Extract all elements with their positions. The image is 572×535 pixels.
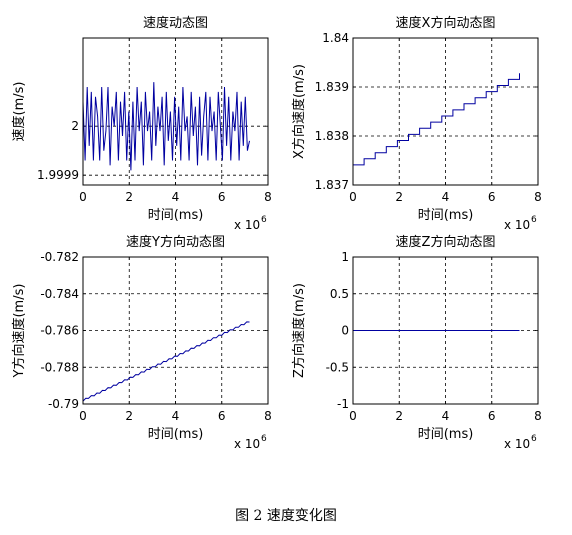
x-tick-label: 8 xyxy=(534,190,542,204)
subplot-3: 0 2 4 6 8 -0.79 -0.788 -0.786 -0.784 -0.782 速度Y方向动… xyxy=(11,234,272,451)
x-exponent-power: 6 xyxy=(261,215,267,225)
chart-title: 速度X方向动态图 xyxy=(396,15,496,31)
y-axis-label: Y方向速度(m/s) xyxy=(11,284,27,379)
chart-title: 速度Z方向动态图 xyxy=(396,234,496,250)
x-tick-label: 6 xyxy=(488,409,496,423)
x-tick-label: 2 xyxy=(125,409,133,423)
x-tick-label: 0 xyxy=(349,190,357,204)
y-tick-label: 1.837 xyxy=(315,178,349,192)
x-tick-label: 4 xyxy=(442,190,450,204)
x-tick-label: 0 xyxy=(79,190,87,204)
axes-frame xyxy=(352,256,539,405)
y-tick-label: -0.788 xyxy=(40,360,79,374)
x-exponent-label: x 10 xyxy=(504,218,530,232)
chart-title: 速度动态图 xyxy=(143,15,208,31)
x-tick-label: 6 xyxy=(218,190,226,204)
y-axis-label: X方向速度(m/s) xyxy=(291,64,307,159)
x-tick-label: 4 xyxy=(442,409,450,423)
y-axis-label: 速度(m/s) xyxy=(11,82,27,142)
axes-frame xyxy=(352,37,539,186)
series-line-1 xyxy=(82,321,250,402)
y-tick-label: -0.79 xyxy=(48,397,79,411)
x-tick-label: 8 xyxy=(534,409,542,423)
x-tick-label: 6 xyxy=(488,190,496,204)
y-tick-label: -1 xyxy=(337,397,349,411)
x-tick-label: 4 xyxy=(172,190,180,204)
y-axis-label: Z方向速度(m/s) xyxy=(291,283,307,378)
x-axis-label: 时间(ms) xyxy=(418,427,474,442)
x-exponent-label: x 10 xyxy=(234,218,260,232)
y-tick-label: 1.839 xyxy=(315,80,349,94)
x-exponent-power: 6 xyxy=(531,215,537,225)
y-tick-label: 0.5 xyxy=(330,287,349,301)
y-tick-label: -0.782 xyxy=(40,250,79,264)
x-tick-label: 2 xyxy=(395,190,403,204)
series-line-1 xyxy=(82,82,250,171)
x-exponent-label: x 10 xyxy=(234,437,260,451)
y-tick-label: -0.784 xyxy=(40,287,79,301)
x-tick-label: 6 xyxy=(218,409,226,423)
y-tick-label: 1.84 xyxy=(322,31,349,45)
x-tick-label: 2 xyxy=(395,409,403,423)
axes-frame xyxy=(82,37,269,186)
y-tick-label: 1 xyxy=(341,250,349,264)
x-axis-label: 时间(ms) xyxy=(148,427,204,442)
series-line-1 xyxy=(353,73,520,166)
y-tick-label: 2 xyxy=(71,119,79,133)
x-tick-label: 0 xyxy=(79,409,87,423)
x-exponent-power: 6 xyxy=(261,434,267,444)
x-tick-label: 4 xyxy=(172,409,180,423)
x-axis-label: 时间(ms) xyxy=(418,208,474,223)
x-exponent-power: 6 xyxy=(531,434,537,444)
x-exponent-label: x 10 xyxy=(504,437,530,451)
y-tick-label: 0 xyxy=(341,324,349,338)
x-axis-label: 时间(ms) xyxy=(148,208,204,223)
figure-caption: 图 2 速度变化图 xyxy=(235,508,337,524)
y-tick-label: -0.5 xyxy=(326,360,349,374)
x-tick-label: 8 xyxy=(264,190,272,204)
y-tick-label: -0.786 xyxy=(40,324,79,338)
y-tick-label: 1.838 xyxy=(315,129,349,143)
axes-frame xyxy=(82,256,269,405)
x-tick-label: 8 xyxy=(264,409,272,423)
x-tick-label: 0 xyxy=(349,409,357,423)
y-tick-label: 1.9999 xyxy=(37,168,79,182)
x-tick-label: 2 xyxy=(125,190,133,204)
chart-title: 速度Y方向动态图 xyxy=(126,234,225,250)
